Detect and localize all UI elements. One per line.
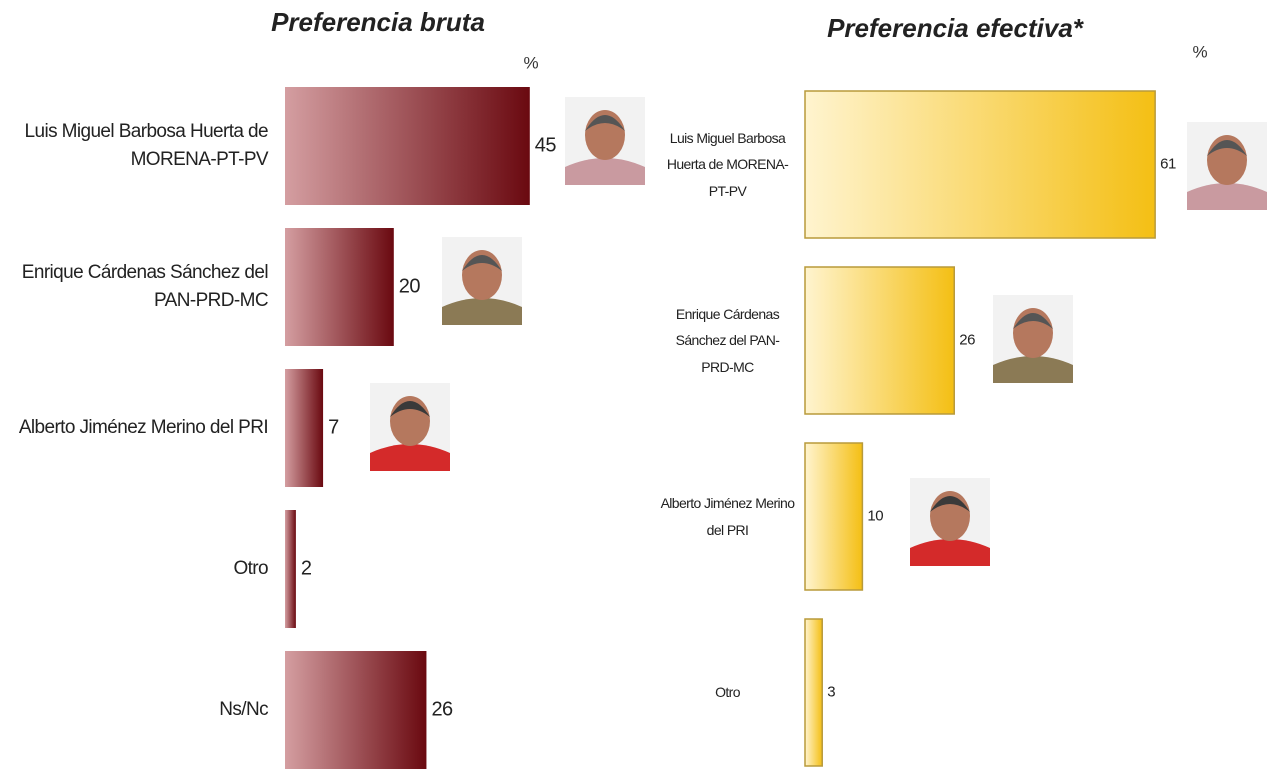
bar xyxy=(285,369,324,487)
bar xyxy=(804,266,955,415)
photo-body xyxy=(565,158,645,185)
unit-label: % xyxy=(523,53,538,72)
bar xyxy=(285,87,530,205)
photo-hair xyxy=(1207,140,1247,156)
photo-body xyxy=(993,356,1073,383)
value-label: 26 xyxy=(431,698,453,720)
bar xyxy=(285,510,296,628)
photo-body xyxy=(910,539,990,566)
chart-title: Preferencia efectiva* xyxy=(827,13,1085,43)
category-label: Otro xyxy=(715,684,740,701)
bar xyxy=(804,90,1156,239)
unit-label: % xyxy=(1192,42,1207,61)
category-label: Ns/Nc xyxy=(219,698,268,720)
photo-body xyxy=(370,444,450,471)
bar xyxy=(804,618,823,767)
photo-hair xyxy=(1013,313,1053,329)
category-label: Luis Miguel Barbosa Huerta de MORENA-PT-… xyxy=(24,120,269,171)
category-label: Luis Miguel Barbosa Huerta de MORENA-PT-… xyxy=(666,129,789,199)
chart-title: Preferencia bruta xyxy=(271,7,485,37)
bar xyxy=(804,442,864,591)
value-label: 7 xyxy=(328,416,339,438)
photo-hair xyxy=(585,115,625,131)
value-label: 2 xyxy=(301,557,312,579)
category-label: Enrique Cárdenas Sánchez del PAN-PRD-MC xyxy=(675,305,780,375)
category-label: Alberto Jiménez Merino del PRI xyxy=(660,494,795,538)
photo-body xyxy=(1187,183,1267,210)
value-label: 20 xyxy=(399,275,421,297)
value-label: 45 xyxy=(535,134,557,156)
bar xyxy=(285,651,427,769)
category-label: Otro xyxy=(233,557,268,579)
photo-body xyxy=(442,298,522,325)
value-label: 3 xyxy=(827,683,835,700)
bar xyxy=(285,228,394,346)
value-label: 61 xyxy=(1160,155,1176,172)
value-label: 26 xyxy=(959,331,975,348)
photo-hair xyxy=(462,255,502,271)
category-label: Enrique Cárdenas Sánchez del PAN-PRD-MC xyxy=(21,261,269,312)
photo-hair xyxy=(930,496,970,512)
category-label: Alberto Jiménez Merino del PRI xyxy=(18,416,269,438)
value-label: 10 xyxy=(867,507,883,524)
photo-hair xyxy=(390,401,430,417)
